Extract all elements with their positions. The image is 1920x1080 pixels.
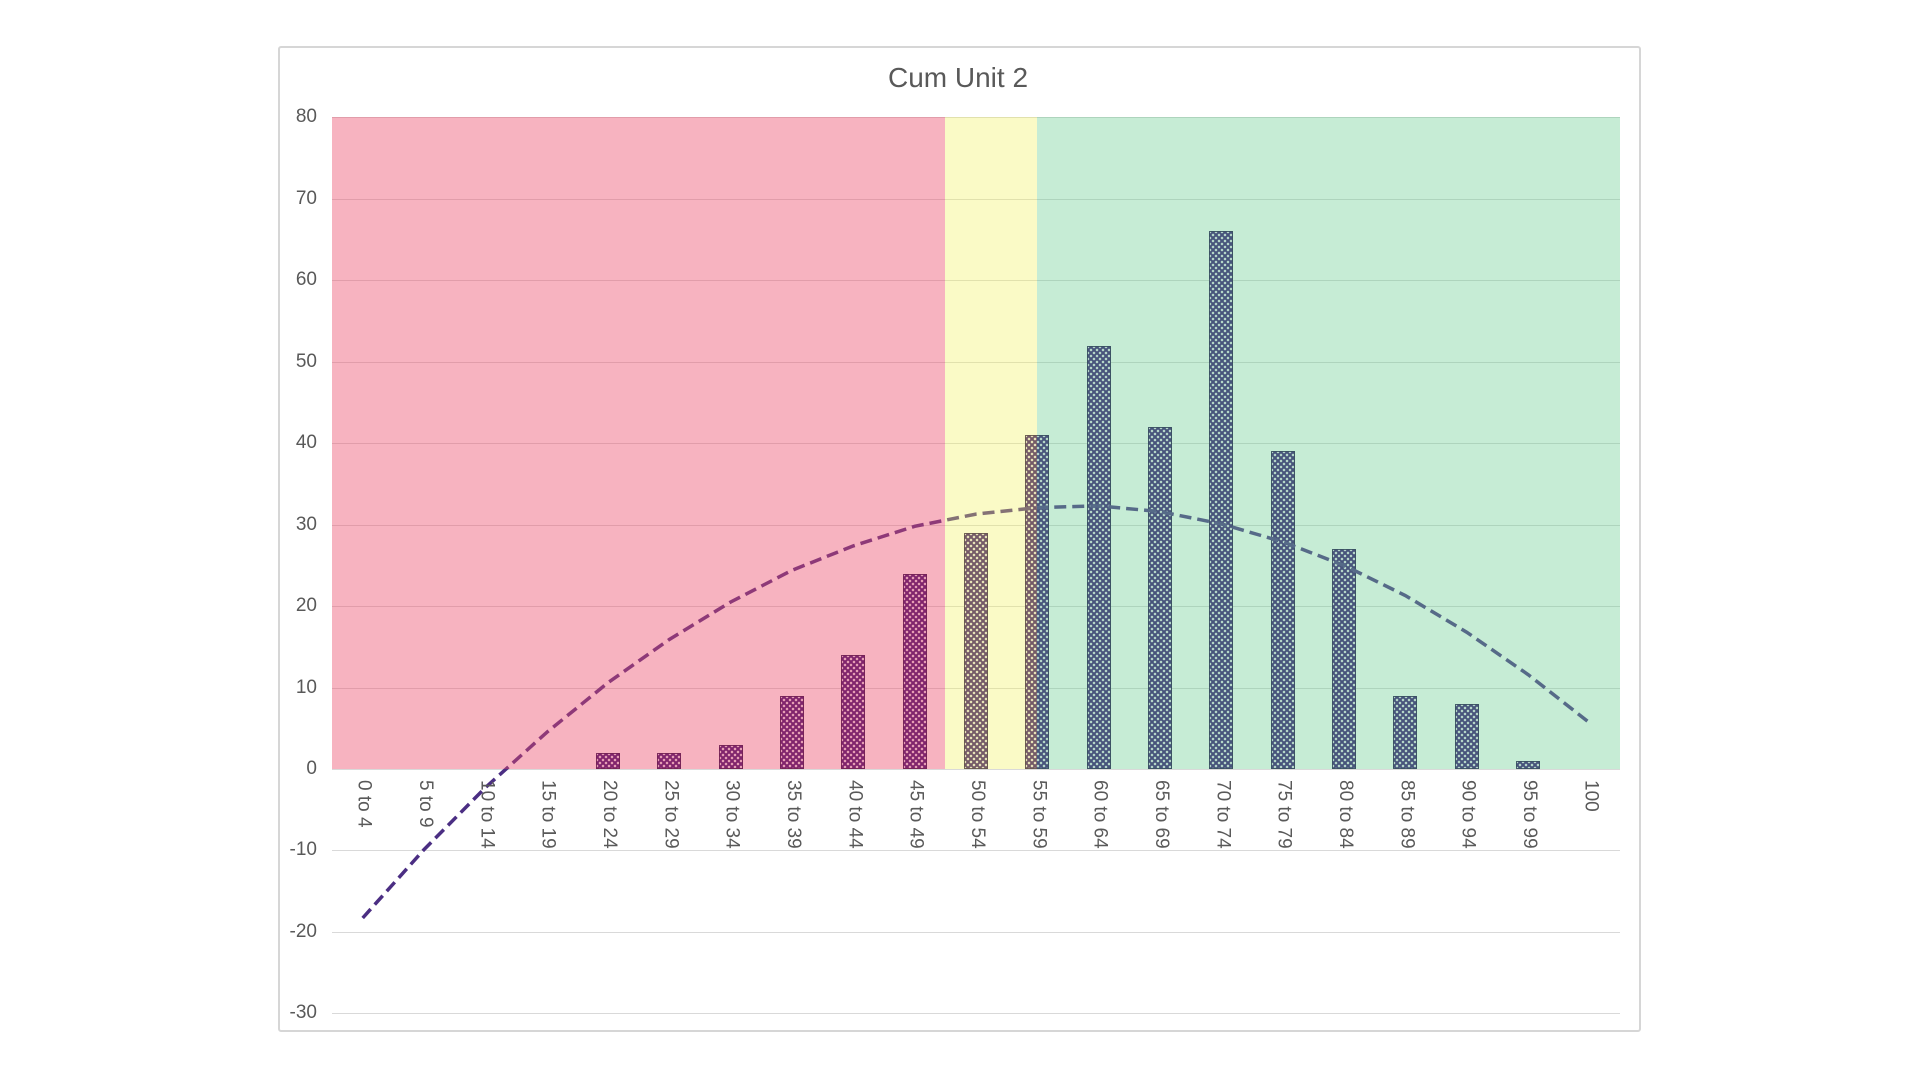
x-axis-category-label: 0 to 4 bbox=[353, 780, 375, 828]
gridline bbox=[332, 280, 1620, 282]
bar bbox=[718, 744, 743, 769]
y-axis-tick-label: 80 bbox=[295, 106, 317, 128]
bar bbox=[1332, 549, 1356, 769]
x-axis-category-label: 55 to 59 bbox=[1028, 780, 1050, 849]
x-axis-category-label: 30 to 34 bbox=[721, 780, 743, 849]
bar bbox=[657, 752, 682, 769]
y-axis-tick-label: 20 bbox=[295, 595, 317, 617]
x-axis-category-label: 40 to 44 bbox=[844, 780, 866, 849]
bar bbox=[1025, 435, 1050, 769]
bar bbox=[596, 752, 620, 769]
chart-title: Cum Unit 2 bbox=[887, 62, 1029, 93]
x-axis-category-label: 90 to 94 bbox=[1457, 780, 1479, 849]
chart-box bbox=[278, 46, 1641, 1032]
y-axis-tick-label: -20 bbox=[289, 920, 317, 942]
x-axis-category-label: 45 to 49 bbox=[905, 780, 927, 849]
y-axis-tick-label: -30 bbox=[289, 1002, 317, 1024]
x-axis-category-label: 20 to 24 bbox=[599, 780, 620, 849]
x-axis-category-label: 15 to 19 bbox=[537, 780, 559, 849]
bar bbox=[841, 654, 866, 769]
x-axis-category-label: 60 to 64 bbox=[1089, 780, 1111, 849]
x-axis-category-label: 70 to 74 bbox=[1212, 780, 1234, 849]
x-axis-category-label: 75 to 79 bbox=[1273, 780, 1295, 849]
y-axis-tick-label: 40 bbox=[295, 432, 317, 454]
x-axis-category-label: 100 bbox=[1580, 780, 1602, 812]
gridline bbox=[332, 443, 1620, 445]
y-axis-tick-label: 30 bbox=[295, 513, 317, 535]
bar bbox=[1086, 345, 1111, 769]
bar bbox=[1393, 695, 1418, 769]
x-axis-category-label: 5 to 9 bbox=[415, 780, 436, 828]
gridline bbox=[332, 1013, 1620, 1015]
y-axis-tick-label: 50 bbox=[295, 350, 317, 372]
bar bbox=[780, 695, 804, 769]
x-axis-category-label: 10 to 14 bbox=[476, 780, 498, 849]
y-axis-tick-label: 0 bbox=[306, 758, 317, 779]
y-axis-tick-label: -10 bbox=[289, 839, 317, 861]
bar bbox=[1148, 426, 1172, 769]
bar bbox=[1516, 760, 1540, 769]
gridline bbox=[332, 850, 1620, 852]
bar bbox=[964, 532, 988, 769]
x-axis-category-label: 85 to 89 bbox=[1396, 780, 1418, 849]
gridline bbox=[332, 361, 1620, 363]
gridline bbox=[332, 524, 1620, 526]
gridline bbox=[332, 198, 1620, 200]
bar bbox=[902, 573, 927, 769]
y-axis-tick-label: 60 bbox=[295, 269, 317, 291]
x-axis-category-label: 80 to 84 bbox=[1335, 780, 1356, 849]
x-axis-category-label: 25 to 29 bbox=[660, 780, 682, 849]
gridline bbox=[332, 931, 1620, 933]
bar bbox=[1209, 231, 1234, 769]
x-axis-category-label: 50 to 54 bbox=[967, 780, 988, 849]
y-axis-tick-label: 10 bbox=[295, 676, 317, 698]
bar bbox=[1270, 451, 1295, 769]
x-axis-category-label: 35 to 39 bbox=[783, 780, 804, 849]
gridline bbox=[332, 117, 1620, 119]
gridline bbox=[332, 769, 1620, 770]
bar bbox=[1454, 703, 1479, 769]
y-axis-tick-label: 70 bbox=[295, 187, 317, 209]
x-axis-category-label: 95 to 99 bbox=[1519, 780, 1540, 849]
x-axis-category-label: 65 to 69 bbox=[1151, 780, 1172, 849]
